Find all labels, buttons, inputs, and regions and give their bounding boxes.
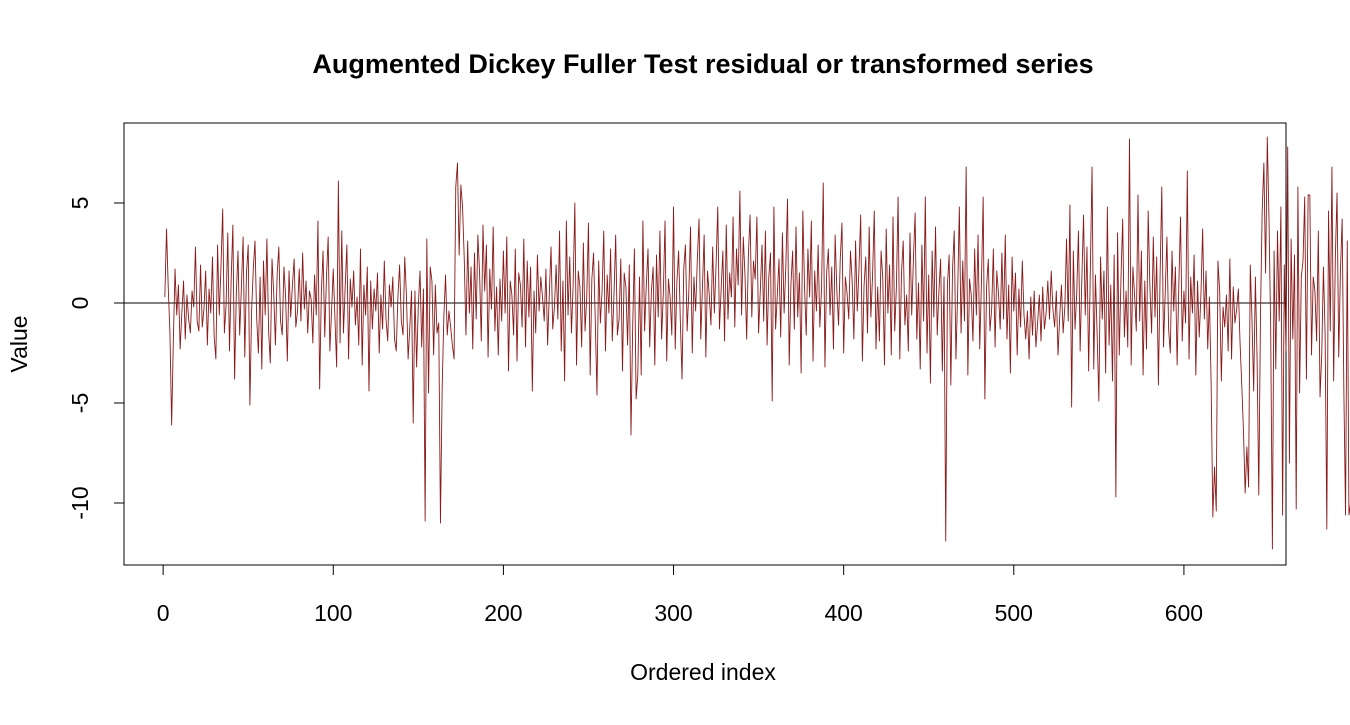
x-tick-label: 100 bbox=[314, 600, 352, 626]
series-layer bbox=[164, 136, 1350, 550]
x-tick-label: 500 bbox=[995, 600, 1033, 626]
x-tick-label: 0 bbox=[157, 600, 170, 626]
x-tick-label: 200 bbox=[484, 600, 522, 626]
y-tick-label: 5 bbox=[67, 197, 93, 210]
x-axis: 0 100 200 300 400 500 600 bbox=[157, 564, 1203, 626]
chart-title: Augmented Dickey Fuller Test residual or… bbox=[312, 49, 1093, 79]
y-tick-label: -10 bbox=[67, 486, 93, 519]
y-axis-label: Value bbox=[6, 315, 32, 372]
series-line-1 bbox=[164, 136, 1350, 550]
x-tick-label: 300 bbox=[654, 600, 692, 626]
x-tick-label: 400 bbox=[824, 600, 862, 626]
y-axis: -10 -5 0 5 bbox=[67, 197, 125, 520]
y-tick-label: 0 bbox=[67, 297, 93, 310]
x-axis-label: Ordered index bbox=[630, 659, 776, 685]
x-tick-label: 600 bbox=[1165, 600, 1203, 626]
y-tick-label: -5 bbox=[67, 393, 93, 413]
